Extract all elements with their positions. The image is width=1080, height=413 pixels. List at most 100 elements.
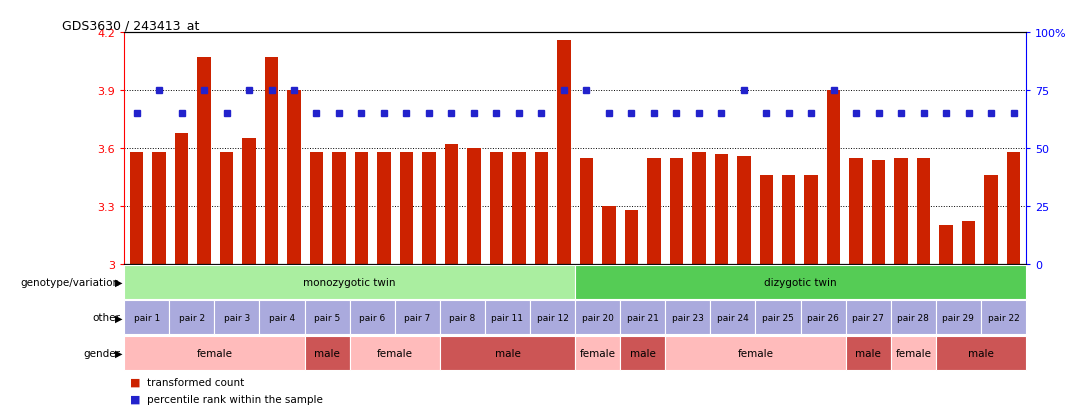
Text: male: male — [855, 348, 881, 358]
Bar — [756, 301, 800, 335]
Bar — [468, 149, 481, 264]
Bar — [962, 222, 975, 264]
Text: pair 23: pair 23 — [672, 313, 704, 322]
Bar — [310, 152, 323, 264]
Bar — [647, 158, 661, 264]
Bar — [782, 176, 796, 264]
Bar — [354, 152, 368, 264]
Bar — [170, 301, 215, 335]
Bar — [576, 301, 620, 335]
Bar — [440, 301, 485, 335]
Bar — [395, 301, 440, 335]
Bar — [711, 301, 756, 335]
Bar — [624, 210, 638, 264]
Bar — [846, 301, 891, 335]
Bar — [850, 158, 863, 264]
Bar — [152, 152, 166, 264]
Bar — [981, 301, 1026, 335]
Text: pair 29: pair 29 — [943, 313, 974, 322]
Bar — [917, 158, 931, 264]
Bar — [305, 336, 350, 370]
Text: pair 25: pair 25 — [762, 313, 794, 322]
Text: ▶: ▶ — [114, 348, 122, 358]
Bar — [242, 139, 256, 264]
Bar — [580, 158, 593, 264]
Bar — [936, 336, 1026, 370]
Text: ▶: ▶ — [114, 313, 122, 323]
Bar — [124, 336, 305, 370]
Bar — [984, 176, 998, 264]
Text: pair 27: pair 27 — [852, 313, 885, 322]
Bar — [827, 91, 840, 264]
Text: pair 1: pair 1 — [134, 313, 160, 322]
Bar — [350, 336, 440, 370]
Bar — [305, 301, 350, 335]
Bar — [512, 152, 526, 264]
Text: other: other — [92, 313, 120, 323]
Text: female: female — [895, 348, 931, 358]
Bar — [198, 58, 211, 264]
Text: transformed count: transformed count — [147, 377, 244, 387]
Bar — [1007, 152, 1021, 264]
Text: female: female — [377, 348, 413, 358]
Bar — [891, 336, 936, 370]
Text: male: male — [630, 348, 656, 358]
Bar — [737, 157, 751, 264]
Text: male: male — [314, 348, 340, 358]
Bar — [846, 336, 891, 370]
Text: female: female — [738, 348, 773, 358]
Bar — [333, 152, 346, 264]
Text: ■: ■ — [130, 377, 140, 387]
Bar — [175, 133, 188, 264]
Text: female: female — [197, 348, 232, 358]
Bar — [715, 154, 728, 264]
Text: pair 12: pair 12 — [537, 313, 568, 322]
Bar — [440, 336, 576, 370]
Bar — [485, 301, 530, 335]
Bar — [692, 152, 705, 264]
Text: pair 8: pair 8 — [449, 313, 475, 322]
Bar — [422, 152, 435, 264]
Text: ■: ■ — [130, 394, 140, 404]
Text: male: male — [968, 348, 994, 358]
Text: pair 6: pair 6 — [359, 313, 386, 322]
Bar — [214, 301, 259, 335]
Text: pair 28: pair 28 — [897, 313, 929, 322]
Bar — [219, 152, 233, 264]
Text: pair 24: pair 24 — [717, 313, 748, 322]
Bar — [530, 301, 576, 335]
Bar — [800, 301, 846, 335]
Text: pair 3: pair 3 — [224, 313, 251, 322]
Bar — [620, 301, 665, 335]
Bar — [576, 336, 620, 370]
Text: pair 11: pair 11 — [491, 313, 524, 322]
Bar — [665, 301, 711, 335]
Bar — [535, 152, 549, 264]
Text: monozygotic twin: monozygotic twin — [303, 278, 396, 287]
Bar — [400, 152, 414, 264]
Text: genotype/variation: genotype/variation — [21, 278, 120, 287]
Bar — [872, 160, 886, 264]
Text: pair 2: pair 2 — [179, 313, 205, 322]
Text: ▶: ▶ — [114, 278, 122, 287]
Bar — [445, 145, 458, 264]
Bar — [891, 301, 936, 335]
Bar — [350, 301, 395, 335]
Text: pair 4: pair 4 — [269, 313, 295, 322]
Bar — [287, 91, 300, 264]
Bar — [665, 336, 846, 370]
Text: gender: gender — [83, 348, 120, 358]
Text: pair 20: pair 20 — [582, 313, 613, 322]
Bar — [557, 41, 570, 264]
Bar — [377, 152, 391, 264]
Bar — [124, 301, 170, 335]
Bar — [489, 152, 503, 264]
Text: pair 21: pair 21 — [626, 313, 659, 322]
Bar — [576, 266, 1026, 299]
Text: pair 26: pair 26 — [807, 313, 839, 322]
Bar — [805, 176, 818, 264]
Bar — [894, 158, 908, 264]
Text: female: female — [580, 348, 616, 358]
Text: GDS3630 / 243413_at: GDS3630 / 243413_at — [63, 19, 200, 32]
Bar — [259, 301, 305, 335]
